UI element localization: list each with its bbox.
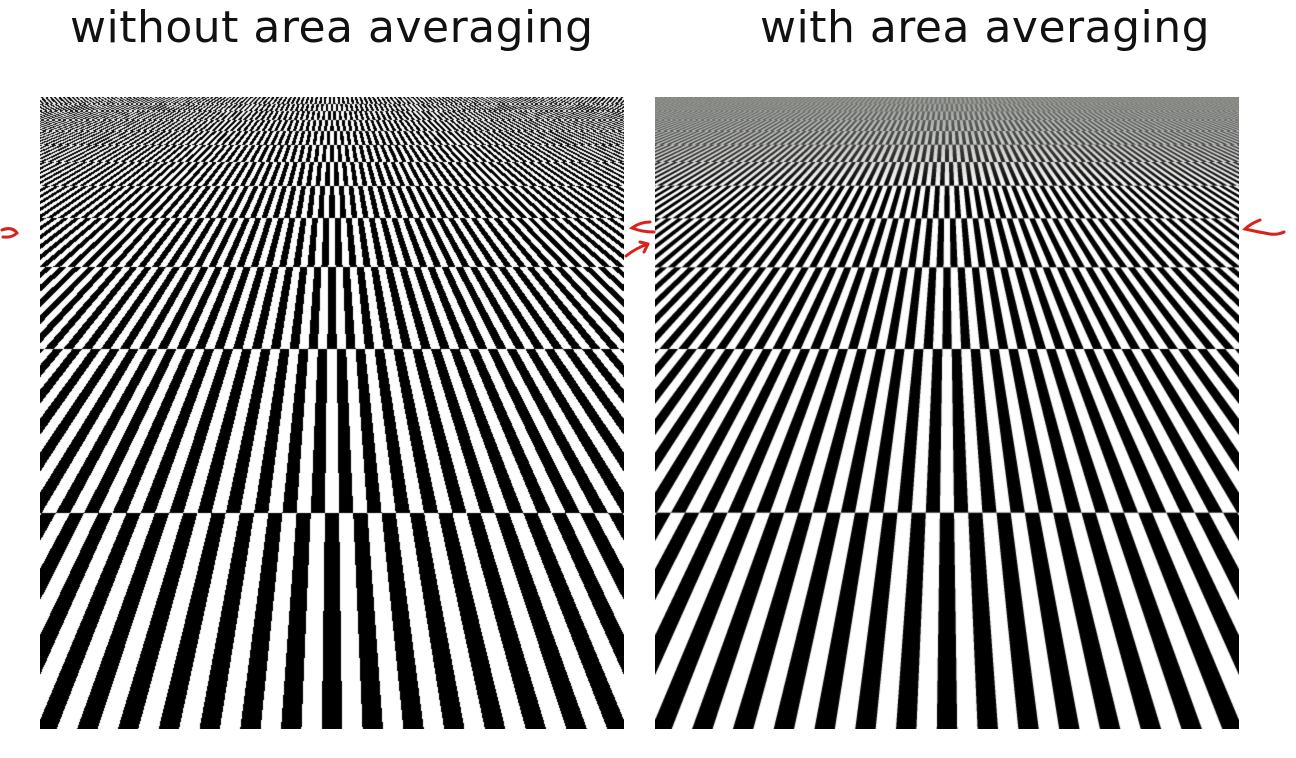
filtered-checkerboard-image: [655, 97, 1239, 729]
red-arrow-icon: [1242, 218, 1286, 236]
red-arrow-icon: [0, 227, 19, 239]
title-without-area-averaging: without area averaging: [70, 2, 594, 53]
checkerboard-panel-filtered: [655, 97, 1239, 729]
checkerboard-panel-aliased: [40, 97, 624, 729]
title-with-area-averaging: with area averaging: [760, 2, 1211, 53]
aliased-checkerboard-image: [40, 97, 624, 729]
red-arrow-icon: [624, 220, 656, 258]
